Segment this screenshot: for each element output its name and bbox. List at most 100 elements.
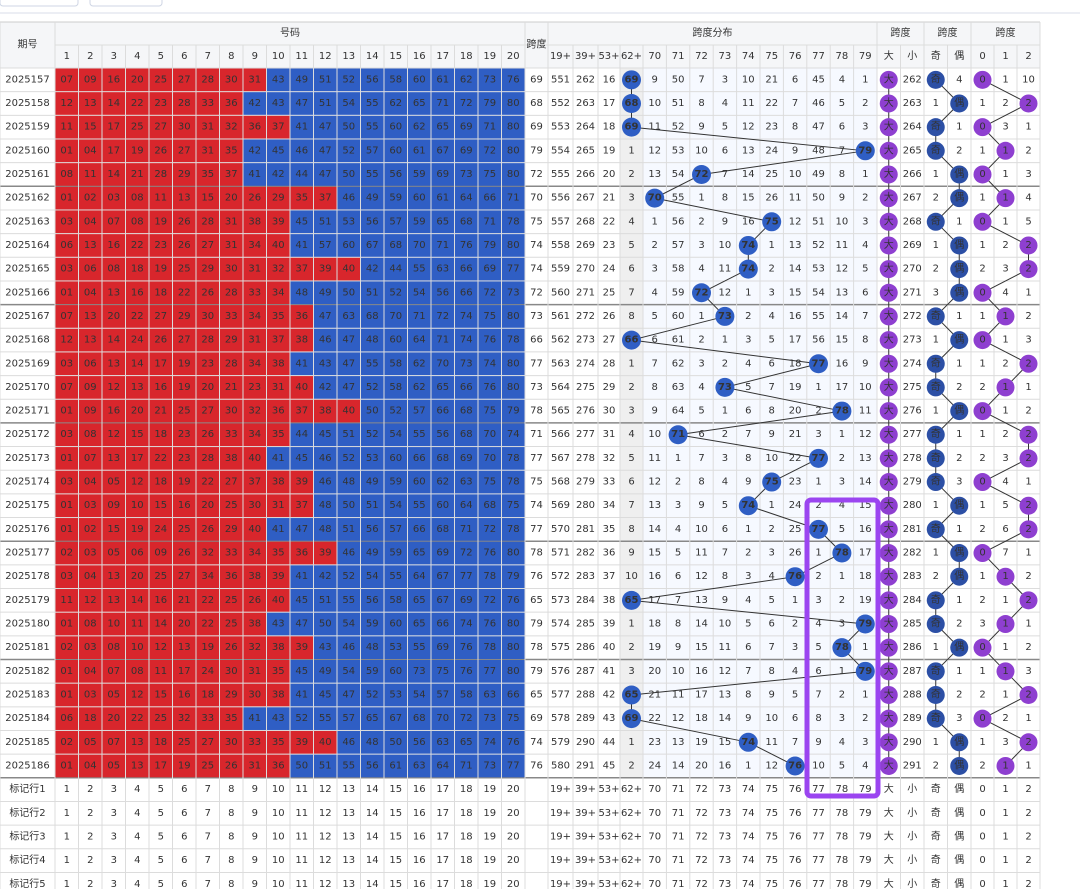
miss-count: 11 [836, 240, 849, 251]
hit-marker [996, 615, 1015, 634]
number-cell [243, 399, 266, 423]
miss-count: 2 [769, 524, 775, 535]
miss-count: 1 [1025, 382, 1031, 393]
hit-marker [692, 164, 711, 184]
number: 48 [366, 335, 379, 346]
number: 45 [295, 453, 308, 464]
number-cell [455, 328, 478, 352]
miss-count: 3 [628, 193, 634, 204]
column-label: 17 [436, 51, 449, 62]
header-span-dist: 跨度分布 [693, 26, 733, 39]
miss-count: 275 [903, 382, 922, 393]
number-cell [267, 68, 290, 92]
number-cell [243, 305, 266, 328]
miss-count: 5 [628, 240, 634, 251]
number: 22 [201, 595, 214, 606]
miss-count: 5 [628, 453, 634, 464]
miss-count: 25 [789, 524, 802, 535]
footer-cell: 20 [507, 879, 520, 889]
footer-cell: 74 [742, 879, 755, 889]
number-cell [79, 565, 102, 589]
number: 76 [483, 335, 496, 346]
hit-value: 大 [884, 451, 894, 464]
number: 23 [201, 358, 214, 369]
miss-count: 562 [551, 335, 570, 346]
hit-marker [1019, 685, 1038, 704]
hit-marker [879, 354, 898, 373]
miss-count: 6 [862, 287, 868, 298]
number: 01 [60, 287, 73, 298]
footer-cell: 11 [295, 784, 308, 795]
miss-count: 5 [745, 619, 751, 630]
span: 74 [530, 240, 543, 251]
footer-cell: 2 [87, 784, 93, 795]
footer-cell: 13 [342, 879, 355, 889]
miss-count: 8 [698, 477, 704, 488]
miss-count: 14 [719, 713, 732, 724]
miss-count: 279 [576, 477, 595, 488]
number-cell [290, 612, 313, 636]
miss-count: 10 [695, 145, 708, 156]
miss-count: 8 [745, 689, 751, 700]
miss-count: 1 [979, 145, 985, 156]
miss-count: 1 [1025, 713, 1031, 724]
number-cell [173, 494, 196, 518]
hit-marker [973, 709, 992, 728]
number: 34 [248, 548, 261, 559]
miss-count: 291 [903, 760, 922, 771]
top-button[interactable] [0, 0, 79, 7]
number-cell [79, 589, 102, 612]
footer-cell: 1 [64, 831, 70, 842]
miss-count: 13 [836, 287, 849, 298]
column-label: 77 [812, 51, 825, 62]
miss-count: 285 [903, 619, 922, 630]
miss-count: 20 [695, 760, 708, 771]
miss-count: 44 [603, 737, 616, 748]
miss-count: 6 [628, 264, 634, 275]
number: 16 [154, 382, 167, 393]
span: 78 [530, 642, 543, 653]
number-cell [290, 257, 313, 281]
hit-value: 大 [884, 309, 894, 322]
miss-count: 16 [836, 358, 849, 369]
miss-count: 54 [812, 287, 825, 298]
number: 69 [436, 642, 449, 653]
number-cell [55, 328, 78, 352]
footer-cell: 偶 [954, 806, 964, 819]
number: 56 [436, 287, 449, 298]
number-cell [361, 92, 384, 115]
number-cell [408, 352, 431, 376]
miss-count: 5 [862, 264, 868, 275]
column-label: 15 [389, 51, 402, 62]
miss-count: 6 [815, 666, 821, 677]
number: 74 [460, 335, 473, 346]
number: 21 [178, 595, 191, 606]
number: 30 [178, 122, 191, 133]
number: 55 [413, 264, 426, 275]
footer-cell: 8 [228, 831, 234, 842]
number: 07 [107, 666, 120, 677]
number: 64 [460, 193, 473, 204]
miss-count: 10 [719, 240, 732, 251]
miss-count: 5 [675, 548, 681, 559]
number: 59 [413, 216, 426, 227]
miss-count: 56 [812, 335, 825, 346]
miss-count: 9 [792, 145, 798, 156]
top-button[interactable] [89, 0, 163, 7]
miss-count: 23 [765, 122, 778, 133]
footer-cell: 2 [1025, 855, 1031, 866]
number-cell [149, 210, 172, 234]
number-cell [149, 589, 172, 612]
miss-count: 1 [956, 595, 962, 606]
number: 48 [342, 477, 355, 488]
number-cell [267, 257, 290, 281]
hit-value: 大 [884, 167, 894, 180]
number: 31 [201, 122, 214, 133]
miss-count: 41 [603, 666, 616, 677]
hit-value: 2 [1025, 689, 1031, 700]
number: 18 [84, 713, 97, 724]
number: 32 [178, 713, 191, 724]
miss-count: 1 [862, 689, 868, 700]
number-cell [173, 68, 196, 92]
number: 65 [413, 595, 426, 606]
